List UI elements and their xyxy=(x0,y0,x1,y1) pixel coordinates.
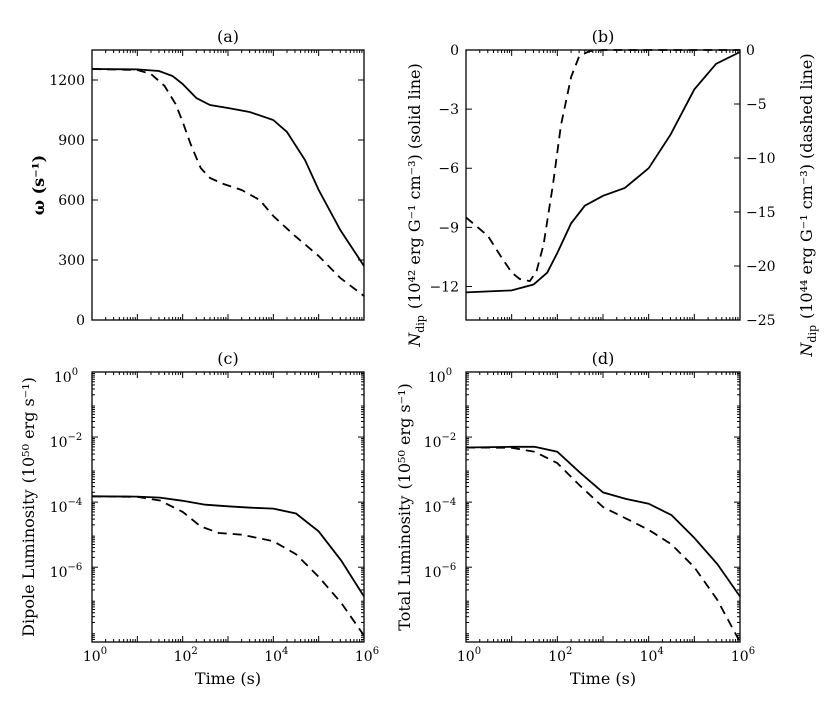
y-tick-label: 10−6 xyxy=(424,562,457,581)
y-tick-label: 1200 xyxy=(49,73,85,89)
y-tick-label: 100 xyxy=(54,367,78,386)
series-solid-line xyxy=(465,51,741,294)
y2-tick-label: −25 xyxy=(746,313,776,329)
x-tick-label: 100 xyxy=(457,646,481,665)
series-solid-line xyxy=(465,445,741,598)
series-dashed-line xyxy=(465,446,741,643)
y-tick-label: 10−2 xyxy=(424,432,457,451)
panel-title-b: (b) xyxy=(592,27,615,46)
y-tick-label: 100 xyxy=(428,367,452,386)
panel-title-c: (c) xyxy=(217,349,238,368)
y-tick-label: 10−2 xyxy=(50,432,83,451)
y-tick-label: −12 xyxy=(429,279,459,295)
series-solid-line xyxy=(91,68,365,267)
series-dashed-line xyxy=(465,49,740,283)
x-tick-label: 104 xyxy=(264,646,288,665)
x-tick-label: 102 xyxy=(174,646,198,665)
x-tick-label: 106 xyxy=(731,646,755,665)
panel-title-d: (d) xyxy=(592,349,615,368)
y-tick-label: −6 xyxy=(438,161,459,177)
y2-tick-label: 0 xyxy=(746,43,755,59)
plot-frame xyxy=(465,49,741,321)
y-axis-label: ω (s⁻¹) xyxy=(29,155,48,215)
x-axis-label: Time (s) xyxy=(570,669,636,688)
y-tick-label: 0 xyxy=(76,313,85,329)
panel-title-a: (a) xyxy=(217,27,239,46)
series-solid-line xyxy=(91,495,365,597)
panel-d: (d) 10−6 10−4 10−2 100 100 102 104 106 Time (s) To… xyxy=(395,349,755,688)
x-tick-label: 106 xyxy=(355,646,379,665)
y-tick-label: −3 xyxy=(438,102,459,118)
series-dashed-line xyxy=(91,68,365,297)
panel-b: (b) −12 −9 −6 −3 0 −25 −20 −15 −10 −5 0 Ndip(10⁴² er… xyxy=(405,27,819,358)
series-dashed-line xyxy=(91,495,365,637)
y-tick-label: 10−6 xyxy=(50,562,83,581)
y-tick-label: 10−4 xyxy=(424,497,457,516)
y-axis-label: Dipole Luminosity(10⁵⁰ erg s⁻¹) xyxy=(19,377,38,637)
y2-tick-label: −15 xyxy=(746,205,776,221)
y-axis-label: Total Luminosity(10⁵⁰ erg s⁻¹) xyxy=(395,383,414,630)
y-tick-label: 300 xyxy=(58,253,85,269)
y2-tick-label: −5 xyxy=(746,97,767,113)
y2-tick-label: −20 xyxy=(746,259,776,275)
y2-tick-label: −10 xyxy=(746,151,776,167)
y-tick-label: 900 xyxy=(58,133,85,149)
y-tick-label: 0 xyxy=(450,43,459,59)
panel-a: (a) 0 300 600 900 1200 ω (s⁻¹) xyxy=(29,27,365,329)
x-axis-label: Time (s) xyxy=(195,669,261,688)
x-tick-label: 100 xyxy=(83,646,107,665)
x-tick-label: 104 xyxy=(640,646,664,665)
y-tick-label: 600 xyxy=(58,193,85,209)
panel-c: (c) 10−6 10−4 10−2 100 100 102 104 106 Time (s) Di… xyxy=(19,349,379,688)
y2-axis-label: Ndip(10⁴⁴ erg G⁻¹ cm⁻³) (dashed line) xyxy=(797,53,819,357)
y-tick-label: 10−4 xyxy=(50,497,83,516)
x-tick-label: 102 xyxy=(548,646,572,665)
y-tick-label: −9 xyxy=(438,220,459,236)
y-axis-label: Ndip(10⁴² erg G⁻¹ cm⁻³) (solid line) xyxy=(405,63,427,348)
